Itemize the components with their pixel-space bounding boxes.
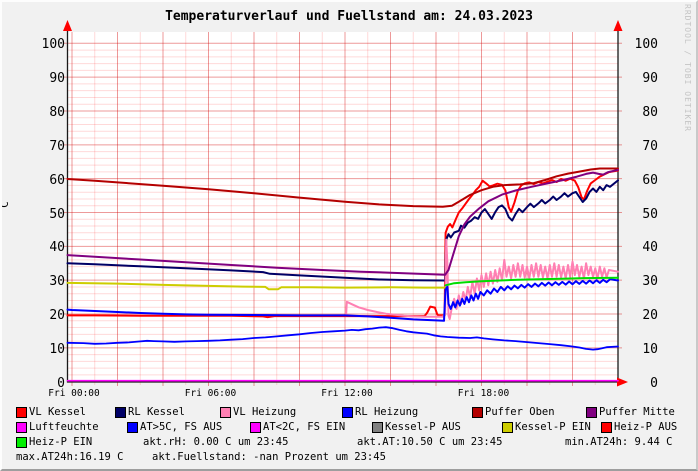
- legend-swatch: [127, 422, 138, 433]
- legend-label: Luftfeuchte: [29, 421, 99, 433]
- y-tick-label-right: 0: [650, 375, 658, 391]
- legend-label: AT>5C, FS AUS: [140, 421, 223, 433]
- legend-stat-text: akt.Fuellstand: -nan Prozent um 23:45: [152, 451, 386, 463]
- legend-label: Kessel-P EIN: [515, 421, 591, 433]
- legend-swatch: [472, 407, 483, 418]
- legend-swatch: [115, 407, 126, 418]
- legend-swatch: [220, 407, 231, 418]
- y-tick-label-left: 0: [57, 375, 65, 391]
- rrdtool-watermark: RRDTOOL / TOBI OETIKER: [683, 4, 692, 132]
- legend-swatch: [372, 422, 383, 433]
- legend-label: Puffer Oben: [485, 406, 555, 418]
- y-tick-label-left: 50: [49, 206, 65, 222]
- legend-swatch: [16, 422, 27, 433]
- y-tick-label-right: 80: [642, 105, 658, 120]
- y-tick-label-right: 90: [642, 71, 658, 87]
- x-tick-label: Fri 18:00: [457, 388, 510, 399]
- y-tick-label-left: 80: [49, 105, 65, 120]
- y-tick-label-right: 100: [634, 37, 658, 53]
- y-tick-label-right: 10: [642, 341, 658, 357]
- legend-swatch: [16, 407, 27, 418]
- legend-label: RL Heizung: [355, 406, 419, 418]
- y-axis-arrow-left: [63, 20, 72, 31]
- legend-label: Kessel-P AUS: [385, 421, 461, 433]
- legend-swatch: [586, 407, 597, 418]
- y-tick-label-left: 100: [41, 37, 65, 53]
- y-axis-arrow-right: [613, 20, 623, 31]
- legend-label: Heiz-P AUS: [614, 421, 678, 433]
- y-tick-label-left: 30: [49, 274, 65, 290]
- legend-swatch: [250, 422, 261, 433]
- legend-stat-text: min.AT24h: 9.44 C: [565, 436, 673, 448]
- y-tick-label-left: 60: [49, 172, 65, 188]
- legend-stat-text: akt.rH: 0.00 C um 23:45: [143, 436, 289, 448]
- x-axis-arrow: [617, 377, 628, 387]
- legend-stat-text: akt.AT:10.50 C um 23:45: [357, 436, 503, 448]
- x-tick-label: Fri 12:00: [321, 388, 373, 399]
- series-kessel-p-ein: [66, 281, 446, 291]
- legend-swatch: [601, 422, 612, 433]
- legend-label: VL Kessel: [29, 406, 86, 418]
- legend-label: AT<2C, FS EIN: [263, 421, 346, 433]
- y-tick-label-right: 50: [642, 206, 658, 222]
- y-tick-label-right: 30: [642, 274, 658, 290]
- series-at-line: [66, 326, 619, 351]
- legend-swatch: [16, 437, 27, 448]
- legend-label: VL Heizung: [233, 406, 297, 418]
- legend-swatch: [342, 407, 353, 418]
- legend-swatch: [502, 422, 513, 433]
- y-tick-label-left: 20: [49, 308, 65, 323]
- y-tick-label-left: 40: [49, 240, 65, 256]
- legend-label: Heiz-P EIN: [29, 436, 93, 448]
- legend-label: RL Kessel: [128, 406, 185, 418]
- series-heiz-p-ein: [444, 276, 619, 287]
- y-axis-title: C: [2, 201, 11, 208]
- series-puffer-mitte: [66, 168, 619, 276]
- series-vl-heizung: [345, 238, 619, 321]
- series-rl-heizung: [66, 278, 619, 322]
- y-tick-label-left: 70: [49, 138, 65, 154]
- series-vl-kessel: [66, 169, 619, 319]
- y-tick-label-left: 90: [49, 71, 65, 87]
- series-puffer-oben: [66, 167, 619, 208]
- x-tick-label: Fri 00:00: [48, 388, 100, 399]
- y-tick-label-right: 60: [642, 172, 658, 188]
- legend-label: Puffer Mitte: [599, 406, 675, 418]
- y-tick-label-right: 40: [642, 240, 658, 256]
- y-tick-label-right: 70: [642, 138, 658, 154]
- y-tick-label-right: 20: [642, 308, 658, 323]
- x-tick-label: Fri 06:00: [184, 388, 237, 399]
- y-tick-label-left: 10: [49, 341, 65, 357]
- page-title: Temperaturverlauf und Fuellstand am: 24.…: [165, 9, 533, 24]
- series-rl-kessel: [66, 179, 619, 282]
- legend-stat-text: max.AT24h:16.19 C: [16, 451, 124, 463]
